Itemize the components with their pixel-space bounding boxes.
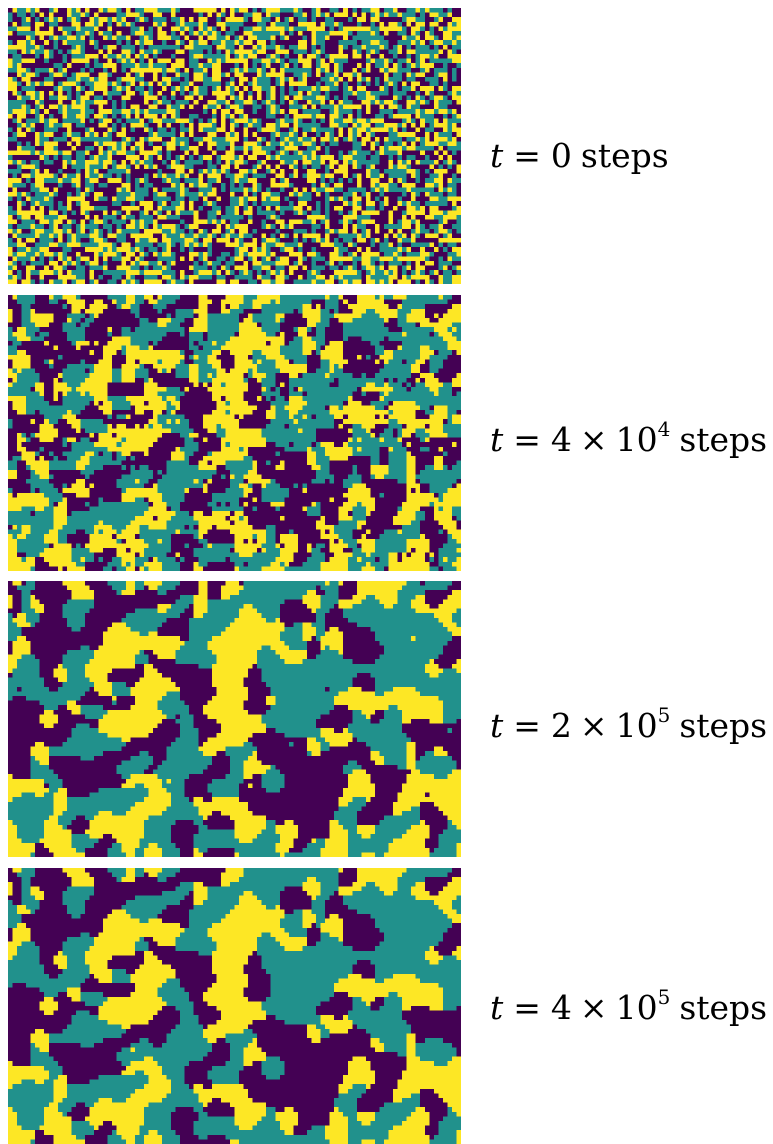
time-variable: t	[490, 988, 504, 1027]
lattice-grid-t1	[8, 295, 461, 571]
lattice-panel-t3	[8, 868, 461, 1144]
time-variable: t	[490, 706, 504, 745]
time-label-t3: t = 4 × 105 steps	[490, 985, 773, 1032]
time-exponent: 5	[657, 985, 671, 1009]
times-sign: ×	[579, 420, 608, 459]
time-mantissa: 4	[550, 420, 572, 459]
time-base: 10	[615, 988, 658, 1027]
time-exponent: 4	[657, 417, 671, 441]
time-variable: t	[490, 136, 504, 175]
lattice-panel-t0	[8, 8, 461, 284]
time-label-t2: t = 2 × 105 steps	[490, 703, 773, 750]
time-label-t0: t = 0 steps	[490, 136, 773, 176]
time-unit: steps	[679, 988, 768, 1027]
equals-sign: =	[513, 136, 541, 175]
times-sign: ×	[579, 706, 608, 745]
time-variable: t	[490, 420, 504, 459]
lattice-grid-t3	[8, 868, 461, 1144]
lattice-panel-t2	[8, 581, 461, 857]
time-unit: steps	[679, 420, 768, 459]
lattice-grid-t2	[8, 581, 461, 857]
time-base: 10	[615, 420, 658, 459]
time-mantissa: 0	[550, 136, 572, 175]
equals-sign: =	[513, 420, 541, 459]
time-exponent: 5	[657, 703, 671, 727]
equals-sign: =	[513, 988, 541, 1027]
lattice-grid-t0	[8, 8, 461, 284]
time-unit: steps	[580, 136, 669, 175]
lattice-panel-t1	[8, 295, 461, 571]
time-mantissa: 2	[550, 706, 572, 745]
time-base: 10	[615, 706, 658, 745]
time-unit: steps	[679, 706, 768, 745]
times-sign: ×	[579, 988, 608, 1027]
time-mantissa: 4	[550, 988, 572, 1027]
time-label-t1: t = 4 × 104 steps	[490, 417, 773, 464]
equals-sign: =	[513, 706, 541, 745]
